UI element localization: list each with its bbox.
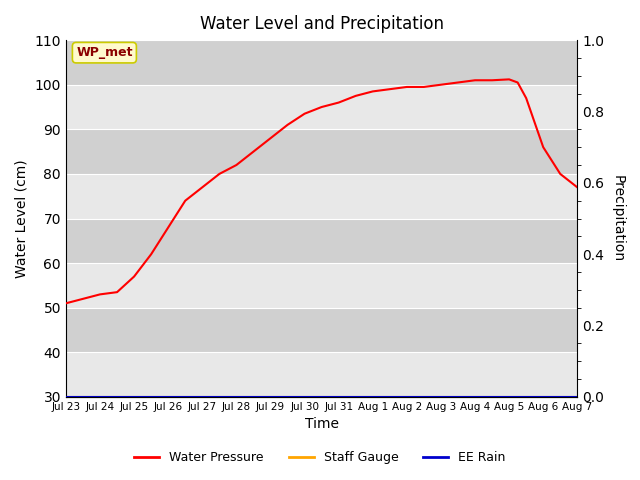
Water Pressure bbox=[318, 104, 326, 110]
Water Pressure bbox=[420, 84, 428, 90]
Water Pressure bbox=[198, 184, 206, 190]
Water Pressure bbox=[181, 198, 189, 204]
Line: Water Pressure: Water Pressure bbox=[66, 79, 577, 303]
Bar bbox=[66, 85, 577, 129]
Water Pressure bbox=[335, 100, 342, 106]
Water Pressure bbox=[514, 80, 522, 85]
Y-axis label: Water Level (cm): Water Level (cm) bbox=[15, 159, 29, 278]
Water Pressure bbox=[96, 291, 104, 297]
Water Pressure bbox=[131, 274, 138, 279]
Water Pressure bbox=[284, 122, 291, 128]
Water Pressure bbox=[232, 162, 240, 168]
Bar bbox=[66, 40, 577, 85]
Water Pressure bbox=[164, 225, 172, 230]
Water Pressure bbox=[79, 296, 87, 302]
Bar bbox=[66, 218, 577, 263]
Water Pressure bbox=[147, 252, 155, 257]
Water Pressure bbox=[113, 289, 121, 295]
Bar bbox=[66, 129, 577, 174]
Water Pressure bbox=[369, 88, 376, 94]
Bar bbox=[66, 308, 577, 352]
Bar bbox=[66, 352, 577, 397]
Bar bbox=[66, 174, 577, 218]
Water Pressure bbox=[267, 135, 275, 141]
Water Pressure bbox=[488, 77, 496, 83]
Water Pressure bbox=[216, 171, 223, 177]
Water Pressure bbox=[403, 84, 411, 90]
Water Pressure bbox=[454, 80, 462, 85]
Water Pressure bbox=[573, 184, 581, 190]
Water Pressure bbox=[301, 111, 308, 117]
Water Pressure bbox=[506, 76, 513, 82]
Water Pressure bbox=[386, 86, 394, 92]
Water Pressure bbox=[471, 77, 479, 83]
Legend: Water Pressure, Staff Gauge, EE Rain: Water Pressure, Staff Gauge, EE Rain bbox=[129, 446, 511, 469]
Water Pressure bbox=[540, 144, 547, 150]
Text: WP_met: WP_met bbox=[76, 46, 132, 59]
Water Pressure bbox=[556, 171, 564, 177]
Water Pressure bbox=[62, 300, 70, 306]
Title: Water Level and Precipitation: Water Level and Precipitation bbox=[200, 15, 444, 33]
Water Pressure bbox=[522, 95, 530, 101]
X-axis label: Time: Time bbox=[305, 418, 339, 432]
Bar bbox=[66, 263, 577, 308]
Y-axis label: Precipitation: Precipitation bbox=[611, 175, 625, 262]
Water Pressure bbox=[250, 149, 257, 155]
Water Pressure bbox=[352, 93, 360, 99]
Water Pressure bbox=[437, 82, 445, 88]
